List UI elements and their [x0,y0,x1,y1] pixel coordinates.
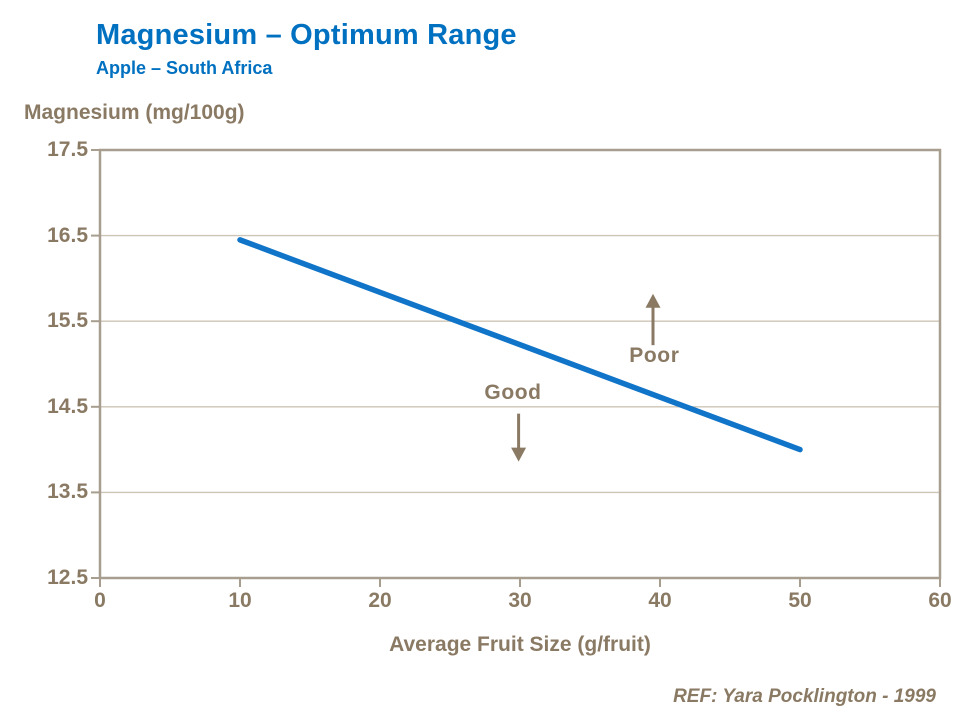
chart-plot-area: 17.5 16.5 15.5 14.5 13.5 12.5 0 10 20 30 40 50 60 Goo… [47,138,952,612]
x-tick-label: 0 [94,589,106,612]
y-tick-label: 12.5 [47,566,88,589]
annotation-label-poor: Poor [629,344,680,368]
y-tick-label: 17.5 [47,138,88,161]
line-chart-svg [91,148,942,587]
y-axis-title: Magnesium (mg/100g) [24,101,245,124]
y-tick-label: 14.5 [47,394,88,418]
annotation-arrow-head-poor [645,293,661,308]
x-tick-label: 60 [928,589,952,612]
plot-border [98,148,942,580]
reference-text: REF: Yara Pocklington - 1999 [673,686,936,707]
x-axis-title: Average Fruit Size (g/fruit) [389,633,651,656]
x-tick-label: 30 [508,589,532,612]
y-tick-label: 16.5 [47,223,88,247]
x-tick-label: 40 [648,589,672,612]
y-tick-label: 15.5 [47,309,88,333]
series-line-optimum-range [237,237,803,453]
page-subtitle: Apple – South Africa [96,58,273,78]
x-tick-label: 20 [368,589,392,612]
x-tick-label: 50 [788,589,812,612]
page-title: Magnesium – Optimum Range [96,19,517,51]
annotation-arrow-head-good [511,447,527,462]
annotation-label-good: Good [484,380,542,404]
x-tick-label: 10 [228,589,252,612]
y-tick-label: 13.5 [47,480,88,504]
